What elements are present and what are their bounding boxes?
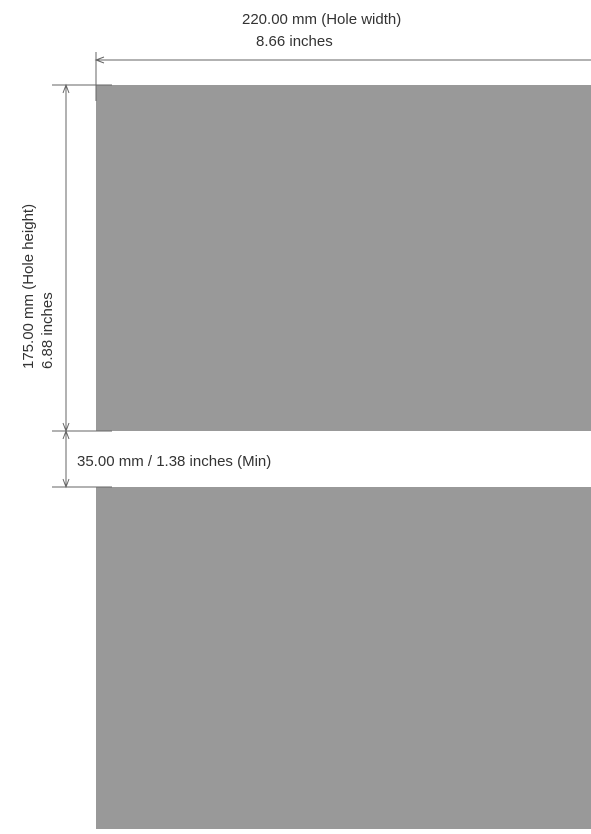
height-label-inches: 6.88 inches	[39, 292, 56, 369]
gap-dimension	[52, 429, 112, 489]
lower-hole	[96, 487, 591, 829]
gap-label: 35.00 mm / 1.38 inches (Min)	[77, 453, 271, 470]
upper-hole	[96, 85, 591, 431]
height-label-mm: 175.00 mm (Hole height)	[20, 204, 37, 369]
width-label-mm: 220.00 mm (Hole width)	[242, 11, 401, 28]
width-dimension	[94, 52, 591, 101]
height-dimension	[52, 83, 112, 433]
width-label-inches: 8.66 inches	[256, 33, 333, 50]
